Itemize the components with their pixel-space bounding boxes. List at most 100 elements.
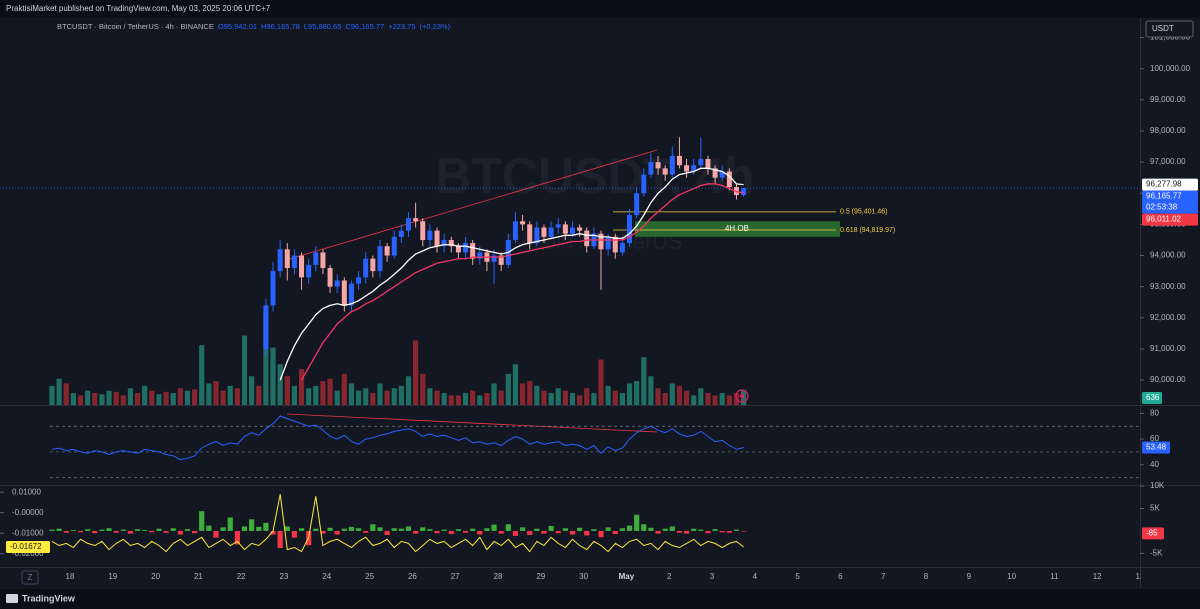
delta-bar [470,528,476,531]
ema-slow [300,183,744,381]
volume-bar [313,385,319,405]
time-label: 28 [494,572,503,581]
delta-bar [113,530,119,533]
volume-bar [120,395,126,405]
volume-bar [348,383,355,405]
delta-bar [562,528,568,531]
volume-bar [320,381,326,405]
delta-bar [512,530,519,536]
delta-line-tag-label: -0.01672 [10,542,42,551]
volume-bar [227,385,233,405]
volume-bar [569,393,576,405]
volume-bar [298,369,305,405]
candle-body [577,227,583,231]
delta-bar [741,530,747,532]
delta-bar [448,530,454,535]
fib-label: 0.5 (95,401.46) [840,209,887,216]
delta-bar [569,530,576,535]
price-tag-label: 96,277.98 [1146,180,1182,189]
candle-body [741,188,747,196]
time-label: May [619,572,635,581]
price-tick-label: 97,000.00 [1150,157,1186,166]
volume-bar [741,389,747,405]
delta-bar [641,524,647,531]
rsi-tag [1142,441,1170,454]
volume-bar [256,385,262,405]
delta-tick-label: 5K [1150,504,1160,513]
delta-bar [434,530,440,534]
ohlc-value: H96,165.78 [261,22,300,31]
rsi-trendline [286,413,658,433]
delta-bar [77,530,84,533]
delta-bar [85,529,91,531]
volume-bar [142,385,148,405]
delta-bar [534,528,540,531]
volume-bar [698,388,704,405]
time-label: 9 [967,572,972,581]
delta-bar [612,530,618,535]
ohlc-value: +223.75 [388,22,415,31]
volume-bar [577,395,583,405]
delta-bar [270,530,276,535]
candle-body [413,218,419,222]
volume-bar [612,390,618,405]
delta-line-tag [6,540,50,553]
delta-bar [413,530,419,534]
delta-bar [320,530,326,534]
volume-bar [363,388,369,405]
candle-body [655,162,661,169]
candle-body [569,227,575,234]
delta-bar [263,522,269,531]
rsi-tick-label: 40 [1150,460,1159,469]
candle-body [534,227,540,244]
volume-bar [662,393,668,405]
volume-bar [719,393,725,405]
delta-bar [298,528,305,531]
price-tick-label: 90,000.00 [1150,375,1186,384]
delta-bar [149,530,155,533]
volume-bar [170,393,176,405]
alert-icon[interactable] [735,389,749,403]
delta-bar [591,529,597,531]
scale-button[interactable] [21,570,39,585]
delta-bar [213,530,219,538]
volume-bar [184,390,191,405]
time-label: 13 [1136,572,1145,581]
candle-body [434,230,440,247]
delta-line-tick-label: -0.00000 [12,508,44,517]
delta-bar [519,527,526,531]
volume-bar [77,395,84,405]
time-label: 11 [1050,572,1059,581]
trendline [285,149,658,261]
delta-bar [106,528,112,531]
delta-bar [277,530,283,549]
volume-bar [85,390,91,405]
time-label: 18 [66,572,75,581]
candle-body [641,174,647,194]
symbol-legend: BTCUSDT · Bitcoin / TetherUS · 4h · BINA… [57,22,451,31]
candle-body [491,255,497,262]
price-tick-label: 92,000.00 [1150,313,1186,322]
time-label: 12 [1093,572,1102,581]
ohlc-value: (+0.23%) [420,22,451,31]
delta-bar [199,511,205,531]
candle-body [584,230,590,247]
volume-bar [455,395,462,405]
candle-body [363,258,369,278]
volume-bar [70,393,76,405]
price-tag [1142,213,1198,226]
delta-bar [334,530,340,535]
candle-body [420,221,426,240]
delta-bar [192,530,198,534]
candle-body [370,258,376,272]
delta-bar [355,528,362,531]
delta-bar [619,528,625,531]
currency-button[interactable] [1145,20,1194,38]
delta-tick-label: -5K [1150,549,1163,558]
delta-bar [584,530,590,536]
delta-bar [634,514,640,531]
delta-bar [163,530,169,533]
ohlc-value: L95,880.65 [304,22,342,31]
candle-body [320,252,326,268]
